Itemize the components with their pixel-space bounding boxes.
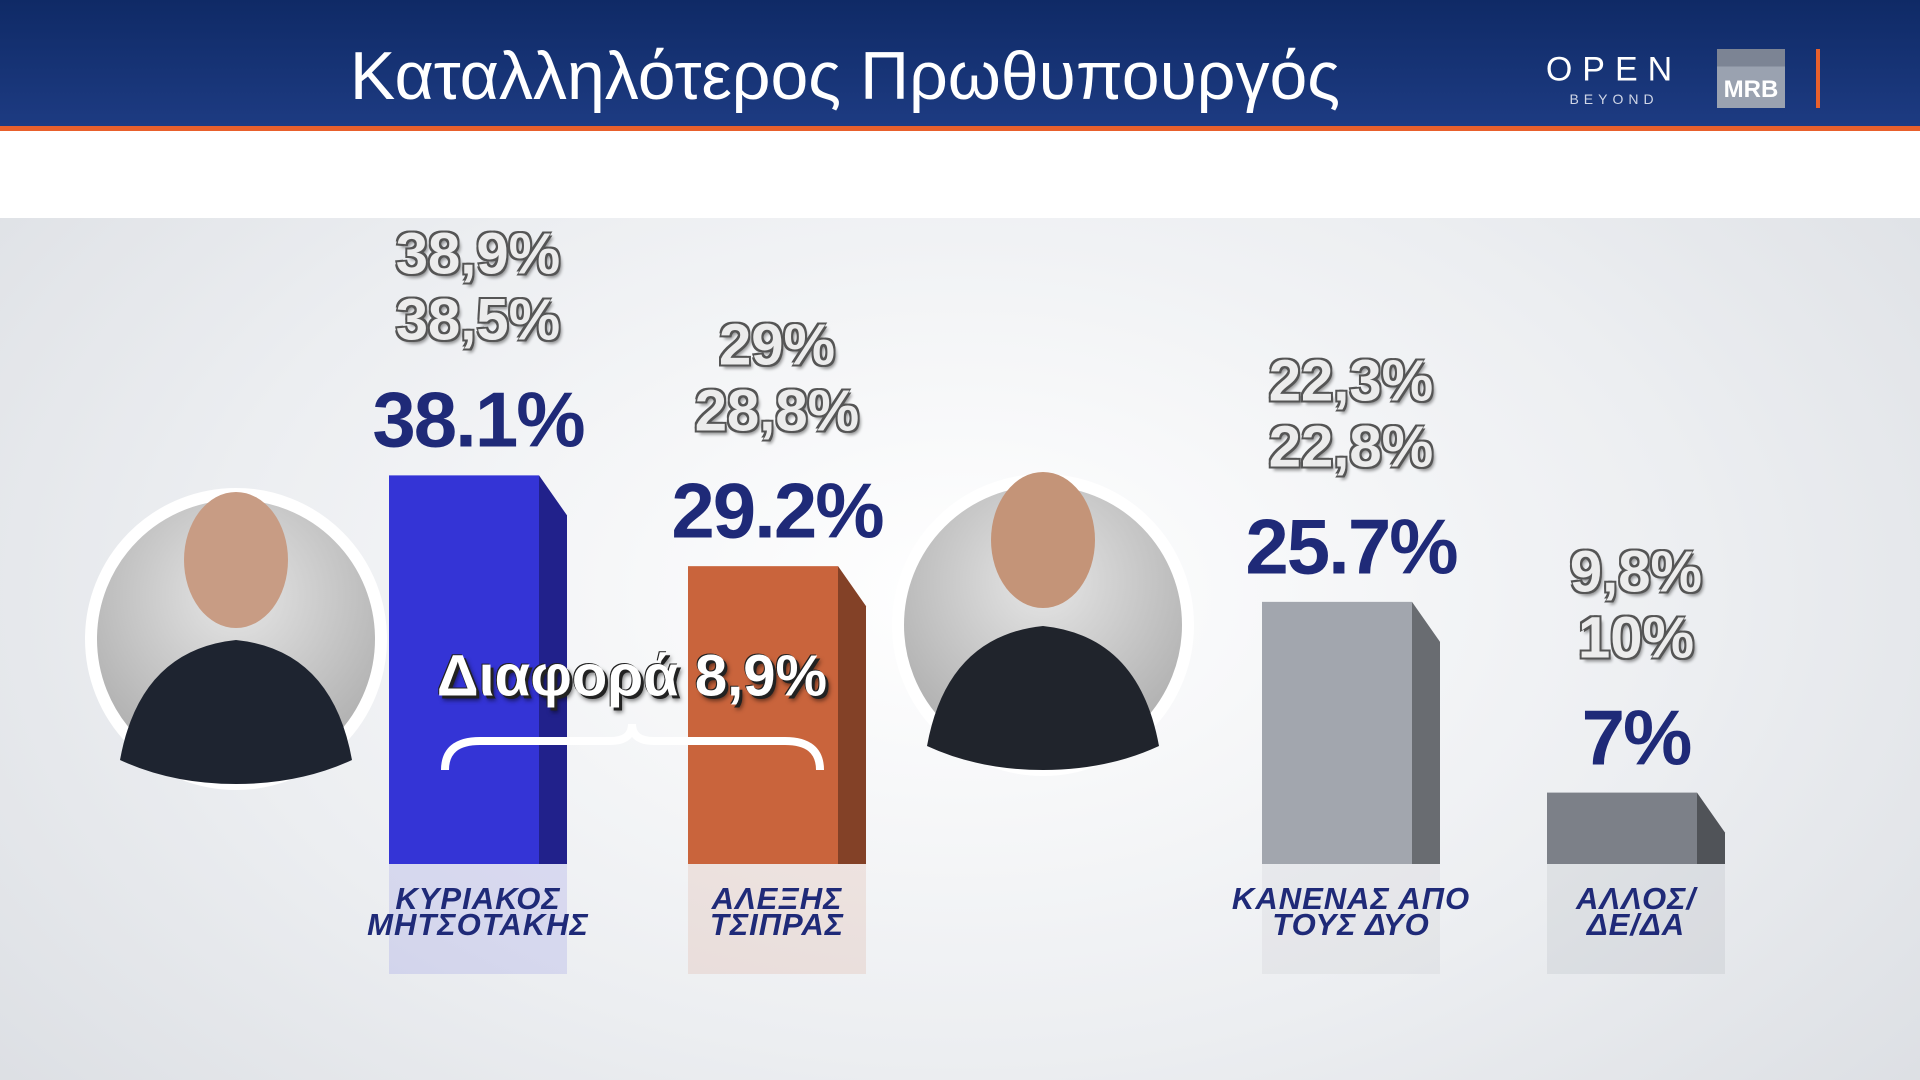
bar [1547,792,1725,974]
portrait [85,488,387,790]
previous-value-label: 9,8% [1569,539,1703,605]
white-strip [0,131,1920,218]
chart-title: Καταλληλότερος Πρωθυπουργός [349,38,1341,114]
bar-side-shade [539,475,567,864]
category-label: ΑΛΕΞΗΣ ΤΣΙΠΡΑΣ [709,881,845,942]
portrait [892,472,1194,776]
bar-side [838,566,866,864]
logo-divider [1816,49,1820,108]
value-label: 25.7% [1245,502,1458,591]
previous-value-label: 38,9% [395,221,561,287]
portrait-suit [927,626,1159,770]
logo-beyond: BEYOND [1569,91,1659,107]
bar-side [1412,601,1440,864]
bar-reflection [1547,864,1725,974]
logo-open: OPEN [1545,50,1683,89]
bar-front [389,475,539,864]
portrait-suit [120,640,352,784]
bar [1262,601,1440,974]
category-label: ΚΥΡΙΑΚΟΣ ΜΗΤΣΟΤΑΚΗΣ [367,881,589,942]
bar-front [1262,601,1412,864]
bar-side-shade [838,566,866,864]
header-band [0,0,1920,126]
previous-value-label: 22,3% [1268,348,1434,414]
category-label: ΑΛΛΟΣ/ ΔΕ/ΔΑ [1575,881,1697,942]
header-rule [0,126,1920,131]
bars [389,475,1725,974]
value-label: 7% [1581,693,1693,782]
bar-side [539,475,567,864]
previous-value-label: 29% [718,312,836,378]
portrait-face [991,472,1095,608]
category-label: ΚΑΝΕΝΑΣ ΑΠΟ ΤΟΥΣ ΔΥΟ [1231,881,1471,942]
bar-front [1547,792,1697,864]
bar-reflection [389,864,567,974]
previous-value-label: 22,8% [1268,414,1434,480]
bar [389,475,567,974]
logo-mrb-box: MRB [1717,49,1785,108]
bar-side [1697,792,1725,864]
bar-side-shade [1697,792,1725,864]
previous-value-label: 28,8% [694,378,860,444]
value-label: 29.2% [671,466,884,555]
annotation: Διαφορά 8,9% [436,643,828,709]
bar-reflection [688,864,866,974]
bar [688,566,866,974]
bar-side-shade [1412,601,1440,864]
value-label: 38.1% [372,375,585,464]
bar-reflection [1262,864,1440,974]
logo-mrb: MRB [1723,76,1779,103]
previous-value-label: 10% [1577,605,1695,671]
portrait-face [184,492,288,628]
brace [441,723,824,771]
previous-value-label: 38,5% [395,287,561,353]
bar-front [688,566,838,864]
